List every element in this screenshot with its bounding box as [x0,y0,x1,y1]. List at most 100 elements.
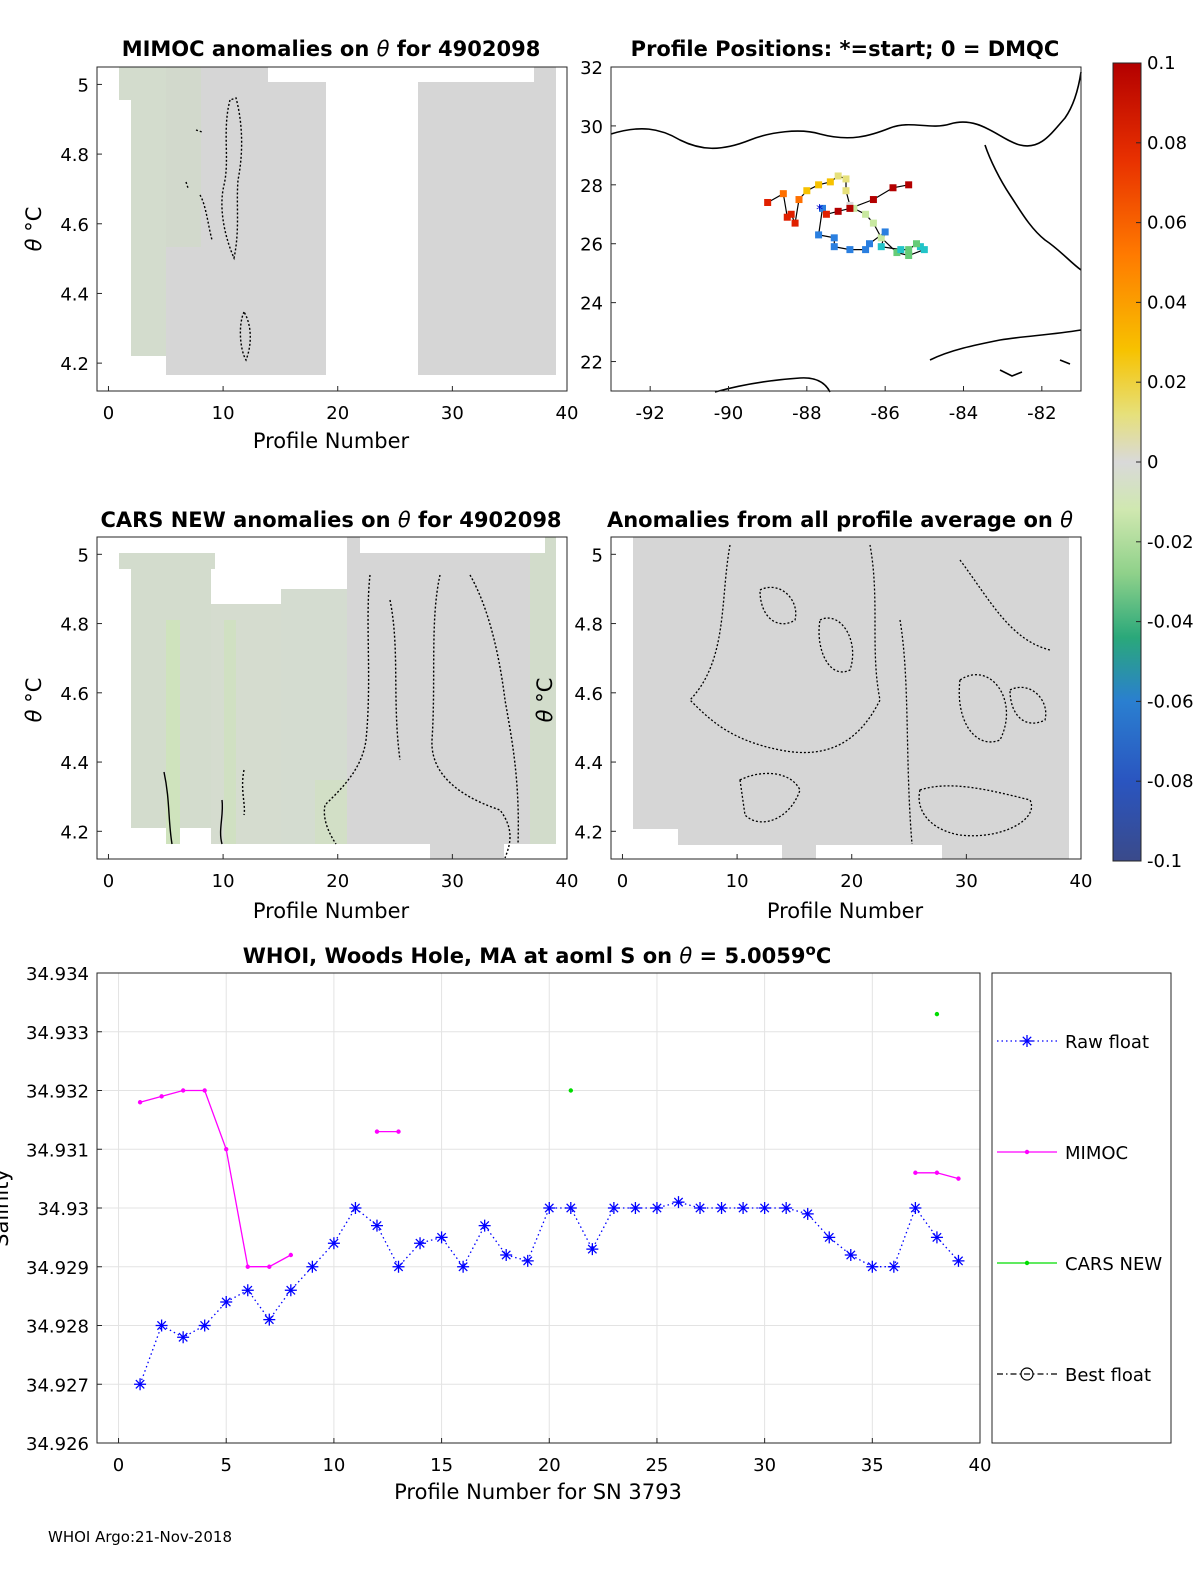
profile-position-marker [791,219,799,227]
y-tick-label: 4.8 [574,615,603,636]
colorbar-tick-label: -0.06 [1147,691,1194,712]
x-tick-label: 0 [113,1455,124,1476]
x-tick-label: 40 [1070,871,1093,892]
y-tick-label: 4.2 [60,822,89,843]
raw-float-point [241,1284,254,1297]
mimoc-point [202,1088,207,1093]
colorbar-tick-label: -0.1 [1147,851,1182,872]
profile-position-marker [846,204,854,212]
cars-contour [219,799,224,845]
allavg-field-cell [678,829,1069,845]
mimoc-point [159,1094,164,1099]
cars-field-cell [166,620,180,844]
raw-float-point [801,1207,814,1220]
profile-position-marker [862,246,870,254]
raw-float-line [139,1201,959,1385]
salinity-series [134,1011,965,1391]
colorbar-tick-label: 0.08 [1147,133,1187,154]
profile-position-marker [822,210,830,218]
cars-axes-box [96,536,568,860]
y-tick-label: 34.933 [26,1023,89,1044]
raw-float-point [306,1260,319,1273]
raw-float-point [220,1296,233,1308]
profile-position-marker [834,207,842,215]
allavg-x-ticks: 0 10 20 30 40 [617,854,1093,892]
profile-position-marker [897,246,905,254]
allavg-ylabel: θ °C [533,678,557,723]
profile-position-marker [779,190,787,198]
raw-float-point [349,1202,362,1214]
x-tick-label: 25 [645,1455,668,1476]
profile-position-marker [787,210,795,218]
x-tick-label: 20 [326,403,349,424]
mimoc-contour [199,194,213,241]
mimoc-point [956,1176,961,1181]
allavg-field-cell [942,845,1069,859]
mimoc-y-ticks: 5 4.8 4.6 4.4 4.2 [60,75,102,375]
raw-float-point [909,1202,922,1214]
colorbar-tick-label: 0.02 [1147,372,1187,393]
profile-position-marker [846,246,854,254]
cars-contour [469,574,519,845]
positions-title: Profile Positions: *=start; 0 = DMQC [631,37,1060,61]
mimoc-panel: MIMOC anomalies on θ for 4902098 0 10 20 30… [22,37,578,453]
legend-label: Raw float [1065,1032,1149,1053]
trajectory-markers: * [764,172,928,260]
profile-position-marker [826,178,834,186]
y-tick-label: 4.2 [574,822,603,843]
raw-float-point [780,1202,793,1214]
mimoc-contour [195,129,203,133]
mimoc-field-cell [418,82,534,375]
salinity-legend: Raw float MIMOC CARS NEW Best float [991,972,1172,1444]
y-tick-label: 34.931 [26,1140,89,1161]
x-tick-label: 20 [840,871,863,892]
y-tick-label: 34.928 [26,1317,89,1338]
raw-float-point [930,1231,943,1244]
profile-position-marker [830,234,838,242]
mimoc-contour [239,310,251,362]
allavg-contour [899,619,913,845]
x-tick-label: 20 [538,1455,561,1476]
y-tick-label: 4.4 [60,284,89,305]
raw-float-point [414,1237,427,1250]
allavg-contour [759,586,797,625]
raw-float-point [607,1202,620,1214]
raw-float-point [823,1231,836,1244]
legend-marker [1020,1367,1034,1381]
colorbar-tick-label: 0.1 [1147,53,1176,74]
profile-position-marker [869,219,877,227]
x-tick-label: -90 [714,403,743,424]
x-tick-label: -86 [870,403,899,424]
y-tick-label: 26 [580,235,603,256]
profile-position-marker [869,196,877,204]
raw-float-point [500,1249,513,1261]
cars-field-cell [315,780,347,844]
allavg-contour [689,544,881,754]
coastline-yucatan [714,377,831,393]
cars-new-point [934,1011,940,1017]
colorbar-tick-label: 0.04 [1147,292,1187,313]
raw-float-point [155,1319,168,1332]
profile-position-marker [905,246,913,254]
positions-axes-box [610,66,1082,392]
x-tick-label: 10 [212,871,235,892]
raw-float-point [134,1378,147,1391]
y-tick-label: 34.926 [26,1434,89,1455]
allavg-title: Anomalies from all profile average on θ [607,508,1073,532]
x-tick-label: -92 [635,403,664,424]
mimoc-field-cell [268,82,326,375]
y-tick-label: 28 [580,176,603,197]
cars-field-cell [211,604,281,844]
cars-contour [389,599,401,761]
profile-position-marker [842,187,850,195]
y-tick-label: 30 [580,117,603,138]
raw-float-point [543,1202,556,1214]
legend-items: Raw float MIMOC CARS NEW Best float [997,1032,1162,1386]
profile-position-marker [834,172,842,180]
salinity-ylabel: Salinity [0,1169,13,1247]
x-tick-label: 5 [220,1455,231,1476]
cars-field-cell [545,537,556,555]
x-tick-label: 15 [430,1455,453,1476]
raw-float-point [392,1260,405,1273]
x-tick-label: 30 [441,871,464,892]
